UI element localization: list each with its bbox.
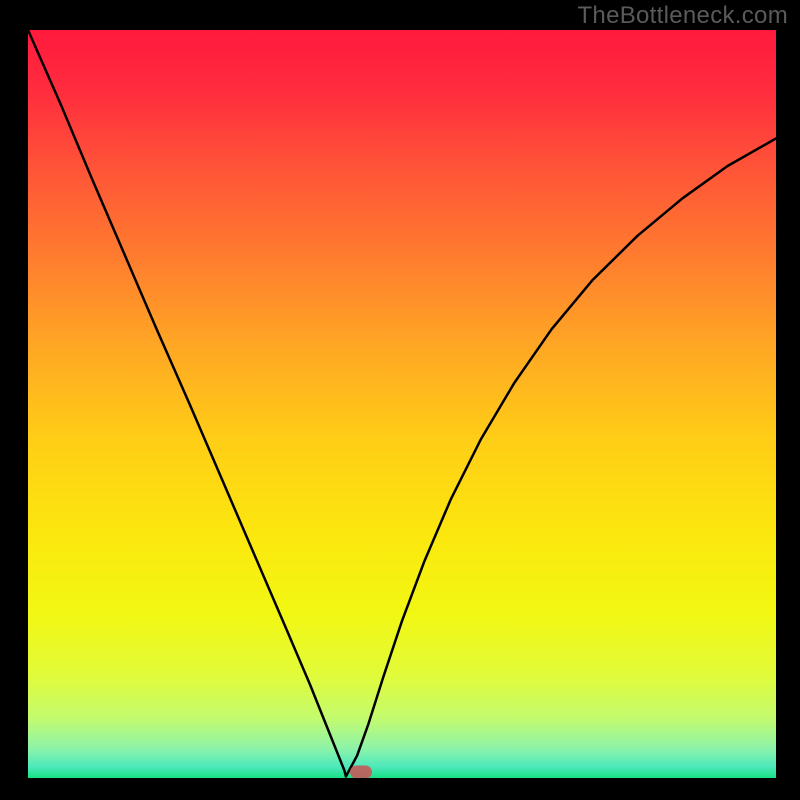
vertex-marker (350, 766, 372, 778)
watermark-text: TheBottleneck.com (577, 2, 788, 30)
chart-plot-area (28, 30, 776, 778)
bottleneck-curve (28, 30, 776, 778)
